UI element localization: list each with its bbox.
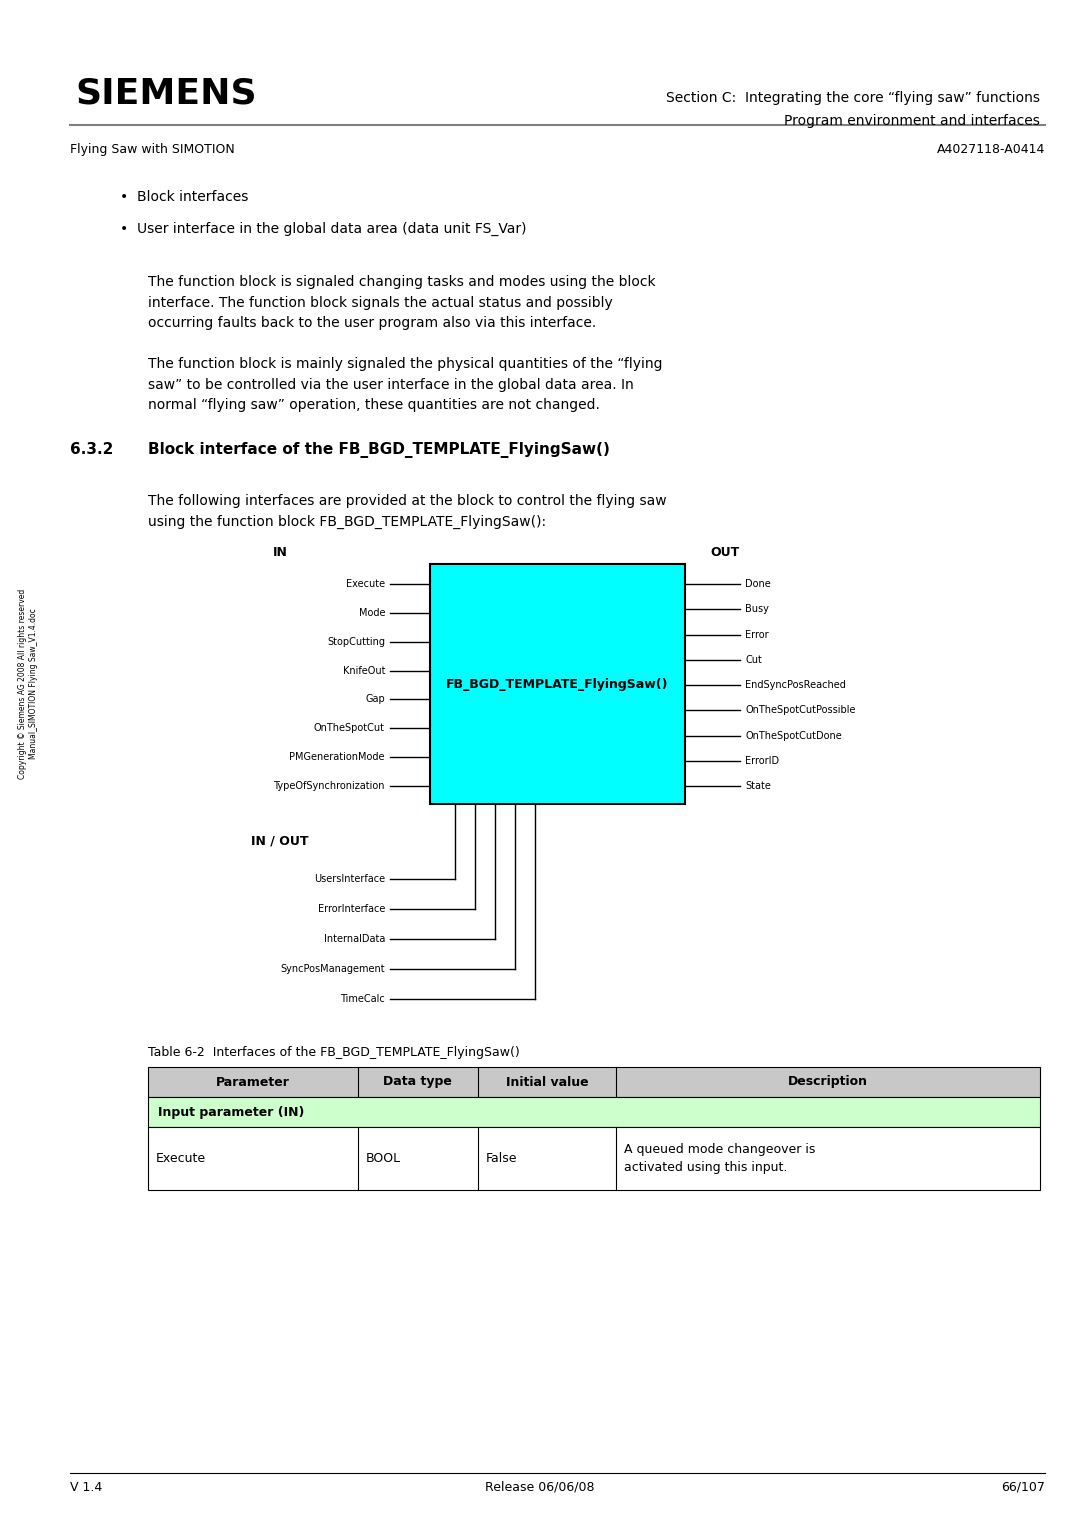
Text: Release 06/06/08: Release 06/06/08 bbox=[485, 1481, 595, 1494]
Text: OnTheSpotCut: OnTheSpotCut bbox=[314, 723, 384, 733]
Text: ErrorID: ErrorID bbox=[745, 756, 779, 766]
Text: TimeCalc: TimeCalc bbox=[340, 995, 384, 1004]
Text: StopCutting: StopCutting bbox=[327, 637, 384, 646]
Text: OnTheSpotCutDone: OnTheSpotCutDone bbox=[745, 730, 841, 741]
Text: TypeOfSynchronization: TypeOfSynchronization bbox=[273, 781, 384, 792]
Text: Mode: Mode bbox=[359, 608, 384, 617]
Text: PMGenerationMode: PMGenerationMode bbox=[289, 752, 384, 762]
Text: Execute: Execute bbox=[346, 579, 384, 588]
Text: IN: IN bbox=[272, 545, 287, 559]
Text: Description: Description bbox=[788, 1076, 868, 1088]
Text: Gap: Gap bbox=[365, 694, 384, 704]
Text: The function block is signaled changing tasks and modes using the block
interfac: The function block is signaled changing … bbox=[148, 275, 656, 330]
Text: Input parameter (IN): Input parameter (IN) bbox=[158, 1105, 305, 1118]
Text: Table 6-2  Interfaces of the FB_BGD_TEMPLATE_FlyingSaw(): Table 6-2 Interfaces of the FB_BGD_TEMPL… bbox=[148, 1047, 519, 1059]
Text: 6.3.2: 6.3.2 bbox=[70, 442, 113, 457]
Text: Execute: Execute bbox=[156, 1152, 206, 1164]
Text: KnifeOut: KnifeOut bbox=[342, 666, 384, 675]
Text: A queued mode changeover is
activated using this input.: A queued mode changeover is activated us… bbox=[624, 1143, 815, 1174]
Text: False: False bbox=[486, 1152, 517, 1164]
Text: 66/107: 66/107 bbox=[1001, 1481, 1045, 1494]
Text: EndSyncPosReached: EndSyncPosReached bbox=[745, 680, 846, 691]
Text: •  User interface in the global data area (data unit FS_Var): • User interface in the global data area… bbox=[120, 222, 527, 237]
Text: BOOL: BOOL bbox=[366, 1152, 401, 1164]
Text: Block interface of the FB_BGD_TEMPLATE_FlyingSaw(): Block interface of the FB_BGD_TEMPLATE_F… bbox=[148, 442, 610, 458]
Text: Initial value: Initial value bbox=[505, 1076, 589, 1088]
Text: OUT: OUT bbox=[711, 545, 740, 559]
Text: InternalData: InternalData bbox=[324, 934, 384, 944]
Bar bbox=[430, 564, 685, 804]
Text: Flying Saw with SIMOTION: Flying Saw with SIMOTION bbox=[70, 144, 234, 156]
Bar bbox=[148, 1097, 1040, 1128]
Text: Parameter: Parameter bbox=[216, 1076, 289, 1088]
Text: The following interfaces are provided at the block to control the flying saw
usi: The following interfaces are provided at… bbox=[148, 494, 666, 529]
Text: FB_BGD_TEMPLATE_FlyingSaw(): FB_BGD_TEMPLATE_FlyingSaw() bbox=[446, 677, 669, 691]
Text: Copyright © Siemens AG 2008 All rights reserved
Manual_SIMOTION Flying Saw_V1.4.: Copyright © Siemens AG 2008 All rights r… bbox=[18, 588, 38, 779]
Text: A4027118-A0414: A4027118-A0414 bbox=[936, 144, 1045, 156]
Text: The function block is mainly signaled the physical quantities of the “flying
saw: The function block is mainly signaled th… bbox=[148, 358, 662, 413]
Bar bbox=[148, 1128, 1040, 1190]
Text: UsersInterface: UsersInterface bbox=[314, 874, 384, 885]
Text: SIEMENS: SIEMENS bbox=[75, 76, 257, 110]
Text: ErrorInterface: ErrorInterface bbox=[318, 905, 384, 914]
Text: Data type: Data type bbox=[383, 1076, 453, 1088]
Text: IN / OUT: IN / OUT bbox=[252, 834, 309, 847]
Text: Busy: Busy bbox=[745, 604, 769, 614]
Text: Cut: Cut bbox=[745, 656, 761, 665]
Text: Done: Done bbox=[745, 579, 771, 588]
Text: OnTheSpotCutPossible: OnTheSpotCutPossible bbox=[745, 706, 855, 715]
Text: Error: Error bbox=[745, 630, 769, 640]
Text: •  Block interfaces: • Block interfaces bbox=[120, 189, 248, 205]
Bar bbox=[148, 1067, 1040, 1097]
Text: V 1.4: V 1.4 bbox=[70, 1481, 103, 1494]
Text: State: State bbox=[745, 781, 771, 792]
Text: Program environment and interfaces: Program environment and interfaces bbox=[784, 115, 1040, 128]
Text: Section C:  Integrating the core “flying saw” functions: Section C: Integrating the core “flying … bbox=[666, 92, 1040, 105]
Text: SyncPosManagement: SyncPosManagement bbox=[281, 964, 384, 973]
